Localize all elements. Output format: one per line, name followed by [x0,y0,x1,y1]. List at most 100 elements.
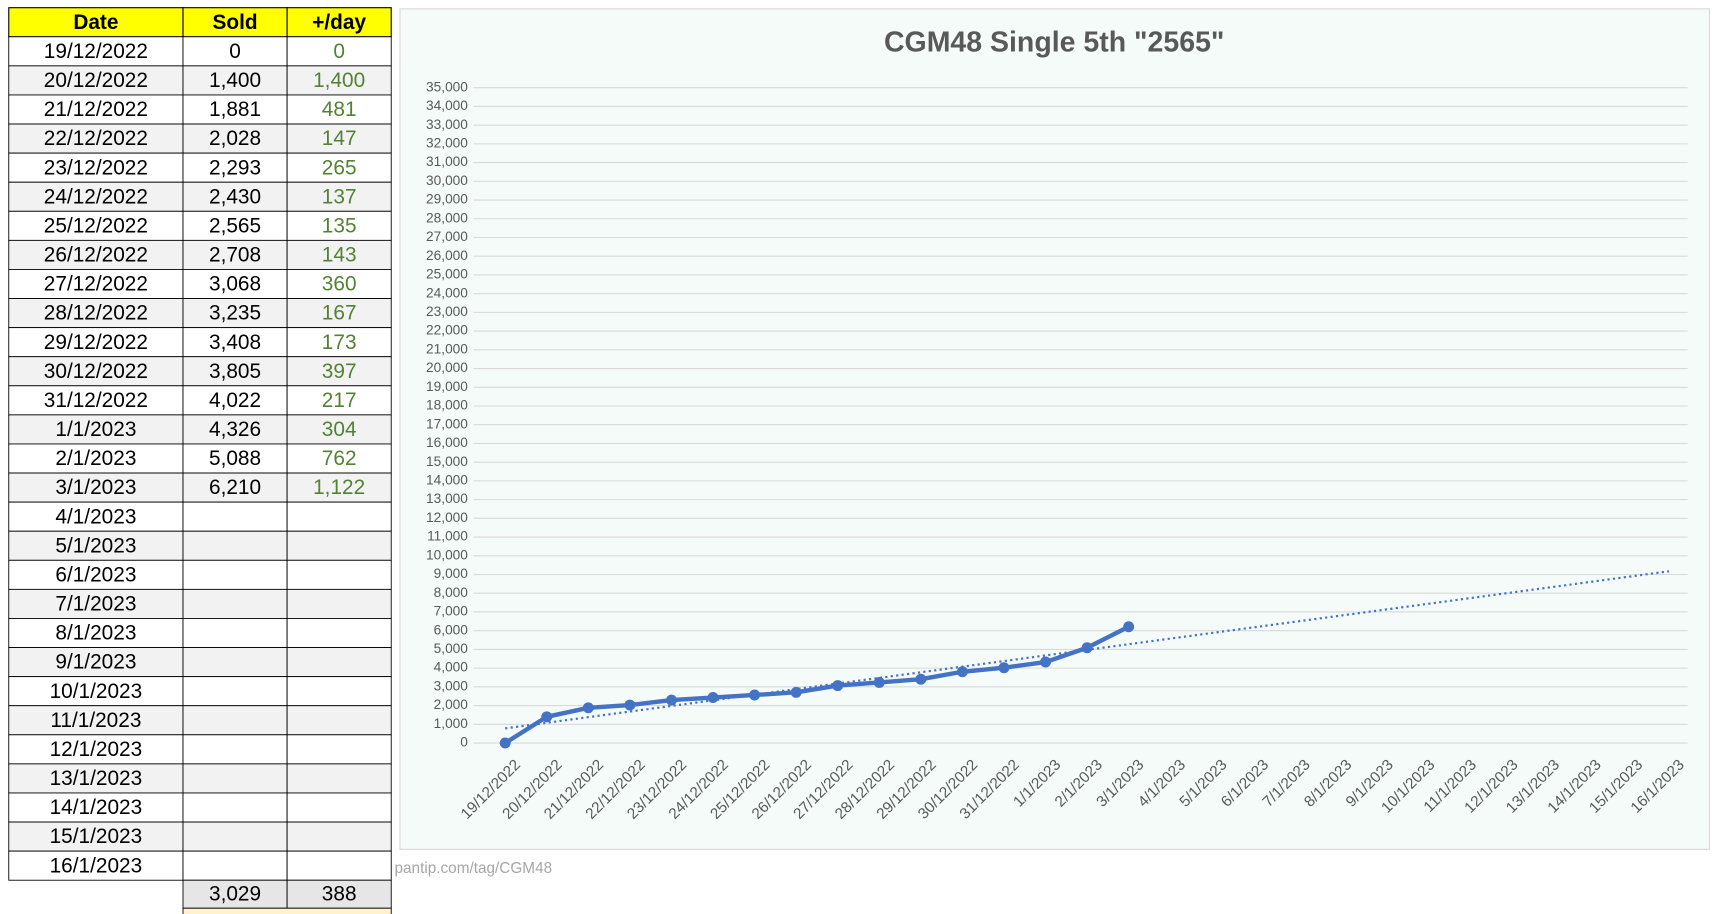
cell [8,210,184,241]
cell [286,501,392,532]
point [749,689,761,701]
cell [8,501,184,532]
cell-text: 25/12/2022 [44,214,148,237]
cell-text: 265 [322,156,357,179]
cell-text: 4,326 [209,418,261,441]
y-tick-label: 25,000 [426,267,468,282]
y-tick-label: 27,000 [426,229,468,244]
y-tick-label: 7,000 [434,604,469,619]
cell [8,588,184,619]
cell [8,443,184,474]
cell [182,763,288,794]
cell-text: 360 [322,273,357,296]
cell-text: 135 [322,214,357,237]
cell [182,269,288,299]
cell [182,501,288,532]
cell-text: 24/12/2022 [44,185,148,208]
cell-text: 143 [322,244,357,267]
header-text: Sold [213,11,258,34]
cell [182,792,288,823]
cell [286,181,392,212]
header-text: Date [73,11,118,34]
footer-label-cell [182,907,392,914]
cell-text: 304 [322,418,357,441]
y-tick-label: 21,000 [426,341,468,356]
cell-text: 3/1/2023 [55,476,136,499]
cell-text: 3,805 [209,360,261,383]
cell-text: 4,022 [209,389,261,412]
cell [8,792,184,823]
y-tick-label: 12,000 [426,510,468,525]
cell-text: 3,235 [209,302,261,325]
cell-text: 5/1/2023 [55,534,136,557]
cell-text: 28/12/2022 [44,302,148,325]
cell [8,123,184,154]
cell-text: 4/1/2023 [55,505,136,528]
cell-text: 2,028 [209,127,261,150]
cell [182,705,288,736]
cell [286,356,392,387]
cell-text: 14/1/2023 [50,796,143,819]
y-tick-label: 15,000 [426,454,468,469]
cell [8,618,184,648]
cell-text: 1,881 [209,98,261,121]
y-tick-label: 29,000 [426,192,468,207]
cell [182,821,288,852]
cell [286,618,392,648]
cell [8,530,184,561]
cell [182,676,288,707]
point [665,694,677,706]
y-tick-label: 3,000 [434,678,469,693]
series-line [504,624,1130,745]
cell-text: 6,210 [209,476,261,499]
cell [8,298,184,329]
cell [182,559,288,590]
point [541,711,553,723]
cell [286,385,392,416]
cell-text: 397 [322,360,357,383]
header-cell [286,7,392,38]
footer-text: 388 [322,882,357,905]
cell-text: 3,068 [209,273,261,296]
cell [182,647,288,678]
y-tick-label: 13,000 [426,491,468,506]
y-tick-label: 32,000 [426,135,468,150]
cell [182,588,288,619]
cell-text: 10/1/2023 [50,680,143,703]
cell [286,530,392,561]
cell [182,414,288,445]
cell [286,850,392,881]
cell [8,676,184,707]
cell [286,65,392,96]
y-tick-label: 23,000 [426,304,468,319]
chart-title: CGM48 Single 5th "2565" [884,26,1224,58]
cell [182,356,288,387]
cell [286,414,392,445]
cell-text: 3,408 [209,331,261,354]
cell-text: 167 [322,302,357,325]
footer-text: 3,029 [209,882,261,905]
header-text: +/day [312,11,366,34]
cell-text: 5,088 [209,447,261,470]
y-tick-label: 20,000 [426,360,468,375]
cell-text: 7/1/2023 [55,593,136,616]
cell [286,559,392,590]
cell [8,850,184,881]
cell [8,327,184,358]
cell-text: 481 [322,98,357,121]
point [915,673,927,685]
cell-text: 30/12/2022 [44,360,148,383]
y-tick-label: 11,000 [427,529,468,544]
cell [286,588,392,619]
y-tick-label: 33,000 [426,117,468,132]
cell [8,269,184,299]
cell [8,821,184,852]
point [1123,621,1135,633]
cell [8,559,184,590]
y-tick-label: 6,000 [434,622,469,637]
cell [8,239,184,270]
cell [286,734,392,765]
y-tick-label: 2,000 [434,697,469,712]
cell [182,94,288,125]
